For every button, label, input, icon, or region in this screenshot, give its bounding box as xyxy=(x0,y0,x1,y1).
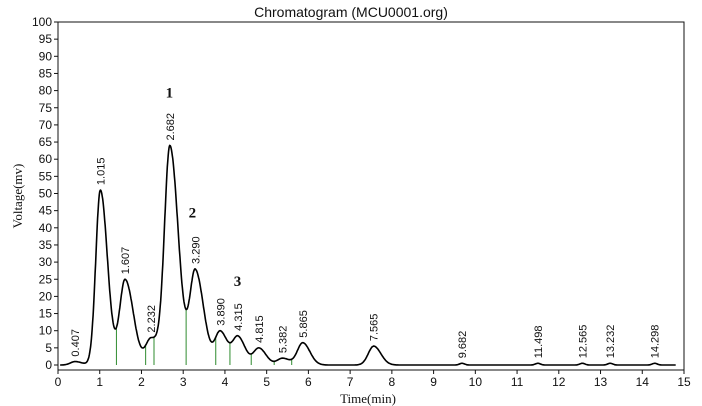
x-tick-label: 14 xyxy=(636,375,650,389)
x-tick-label: 4 xyxy=(222,375,229,389)
peak-label: 14.298 xyxy=(650,325,662,359)
peak-label: 1.015 xyxy=(95,158,107,186)
y-tick-label: 90 xyxy=(39,49,53,63)
peak-label: 12.565 xyxy=(577,325,589,359)
y-tick-label: 80 xyxy=(39,84,53,98)
x-tick-label: 9 xyxy=(430,375,437,389)
x-tick-label: 6 xyxy=(305,375,312,389)
y-tick-label: 45 xyxy=(39,204,53,218)
y-axis-label: Voltage(mv) xyxy=(10,164,25,229)
peak-label: 3.890 xyxy=(215,298,227,326)
y-tick-label: 75 xyxy=(39,101,53,115)
y-tick-label: 95 xyxy=(39,32,53,46)
peak-number-annotation: 3 xyxy=(234,274,242,290)
chart-title: Chromatogram (MCU0001.org) xyxy=(254,4,448,20)
peak-drop-lines xyxy=(115,309,599,365)
x-tick-label: 11 xyxy=(511,375,524,389)
x-tick-label: 2 xyxy=(138,375,145,389)
y-tick-label: 10 xyxy=(39,324,53,338)
y-tick-label: 40 xyxy=(39,221,53,235)
y-tick-label: 50 xyxy=(39,187,53,201)
y-tick-label: 60 xyxy=(39,152,53,166)
y-tick-label: 85 xyxy=(39,66,53,80)
peak-label: 2.682 xyxy=(165,113,177,141)
peak-label: 0.407 xyxy=(70,329,82,357)
y-tick-label: 0 xyxy=(45,358,52,372)
y-tick-label: 30 xyxy=(39,255,53,269)
y-tick-label: 5 xyxy=(45,341,52,355)
peak-label: 3.290 xyxy=(190,236,202,264)
peak-label: 5.382 xyxy=(278,326,290,354)
x-tick-label: 15 xyxy=(677,375,691,389)
x-tick-label: 12 xyxy=(552,375,566,389)
x-axis: 0 1 2 3 4 5 6 7 8 9 10 11 12 13 14 15 xyxy=(55,370,691,389)
plot-frame xyxy=(57,21,685,371)
peak-annotations: 1 2 3 xyxy=(166,85,242,290)
peak-labels: 0.407 1.015 1.607 2.232 2.682 3.290 3.890 4.315… xyxy=(70,113,662,358)
peak-number-annotation: 1 xyxy=(166,85,174,101)
x-tick-label: 8 xyxy=(389,375,396,389)
peak-label: 2.232 xyxy=(146,305,158,333)
x-tick-label: 3 xyxy=(180,375,187,389)
peak-label: 11.498 xyxy=(533,325,545,358)
x-tick-label: 13 xyxy=(594,375,608,389)
chromatogram-trace xyxy=(60,144,676,366)
x-tick-label: 7 xyxy=(347,375,354,389)
peak-label: 5.865 xyxy=(298,310,310,338)
y-tick-label: 35 xyxy=(39,238,53,252)
y-tick-label: 25 xyxy=(39,272,53,286)
peak-label: 9.682 xyxy=(457,331,469,359)
y-tick-label: 20 xyxy=(39,289,53,303)
peak-label: 4.315 xyxy=(233,303,245,331)
y-tick-label: 15 xyxy=(39,307,53,321)
x-tick-label: 1 xyxy=(96,375,103,389)
peak-label: 1.607 xyxy=(120,247,132,275)
peak-label: 4.815 xyxy=(254,315,266,343)
x-axis-label: Time(min) xyxy=(340,391,396,406)
x-tick-label: 10 xyxy=(469,375,483,389)
x-tick-label: 5 xyxy=(263,375,270,389)
y-axis: 0 5 10 15 20 25 30 35 40 45 50 55 60 65 70 75 80 85 90 95 10… xyxy=(32,15,58,372)
y-tick-label: 70 xyxy=(39,118,53,132)
y-tick-label: 100 xyxy=(32,15,52,29)
peak-label: 7.565 xyxy=(369,314,381,342)
y-tick-label: 55 xyxy=(39,169,53,183)
x-tick-label: 0 xyxy=(55,375,62,389)
y-tick-label: 65 xyxy=(39,135,53,149)
peak-number-annotation: 2 xyxy=(189,206,197,222)
peak-label: 13.232 xyxy=(605,325,617,359)
